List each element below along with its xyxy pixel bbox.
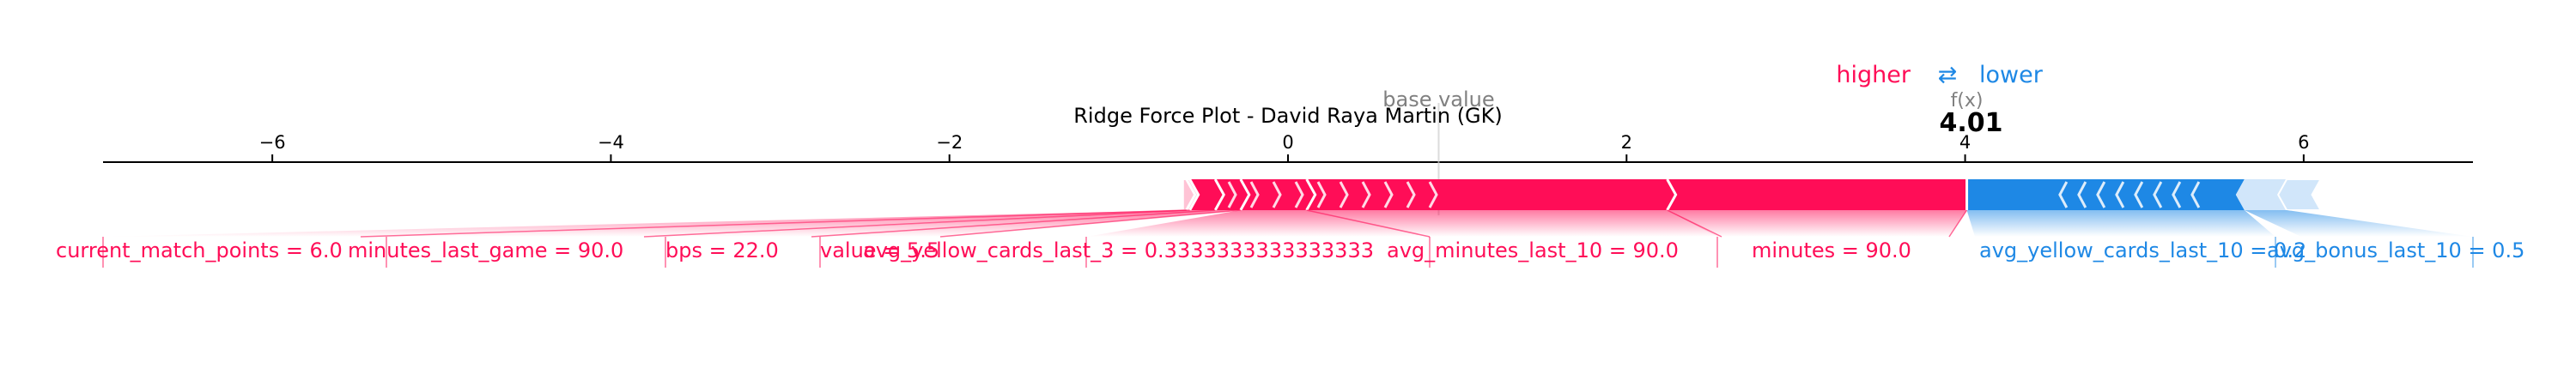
force-chevron-stroke (2190, 181, 2201, 208)
x-tick-label: 4 (1959, 132, 1971, 153)
force-bar-positive (1306, 179, 1676, 210)
force-chevron-stroke (2058, 181, 2069, 208)
legend-arrows-icon: ⇄ (1938, 62, 1958, 88)
label-connector-positive (1306, 210, 1722, 237)
force-chevron-stroke (1272, 181, 1282, 208)
force-chevron-stroke (2096, 181, 2106, 208)
force-chevron-stroke (2134, 181, 2144, 208)
feature-label-positive: avg_minutes_last_10 = 90.0 (1387, 238, 1679, 262)
label-connector-positive (1667, 210, 1967, 237)
force-chevron-stroke (1227, 181, 1237, 208)
force-chevron-stroke (2115, 181, 2125, 208)
force-chevron-stroke (1339, 181, 1349, 208)
force-chevron-stroke (1428, 181, 1438, 208)
force-chevron-stroke (1383, 181, 1394, 208)
force-chevron-stroke (1406, 181, 1416, 208)
force-bar-negative-faded (2276, 178, 2323, 211)
x-tick-label: −4 (598, 132, 624, 153)
force-segment-boundary (1305, 178, 1317, 211)
legend-lower: lower (1979, 62, 2044, 88)
label-connector-line (939, 209, 1241, 238)
force-bar-negative (1966, 179, 2245, 210)
force-chevron-stroke (2153, 181, 2163, 208)
force-segment-boundary (1188, 178, 1200, 211)
feature-label-positive: minutes = 90.0 (1752, 238, 1911, 262)
force-bar-positive (1240, 179, 1315, 210)
feature-label-positive: bps = 22.0 (665, 238, 779, 262)
feature-label-positive: minutes_last_game = 90.0 (348, 238, 623, 262)
label-connector-positive (1086, 210, 1430, 237)
base-value-label: base value (1382, 87, 1494, 112)
label-connector-line (643, 209, 1190, 238)
force-chevron-stroke (2077, 181, 2087, 208)
legend-higher: higher (1836, 62, 1911, 88)
force-chevron-stroke (2172, 181, 2182, 208)
force-bar-positive (1215, 179, 1249, 210)
feature-label-positive: value = 5.5 (820, 238, 939, 262)
label-connector-line (1948, 209, 1968, 238)
label-connector-line (811, 209, 1216, 238)
output-value: 4.01 (1940, 108, 2003, 138)
x-tick-label: 2 (1621, 132, 1632, 153)
force-bar-positive (1667, 179, 1967, 210)
feature-label-negative: avg_yellow_cards_last_10 = 0.2 (1979, 238, 2306, 262)
x-tick-label: −6 (259, 132, 286, 153)
label-connector-line (360, 209, 1187, 238)
force-bar-positive (1189, 179, 1224, 210)
label-connector-positive (386, 210, 1190, 237)
force-chevron-stroke (1249, 181, 1260, 208)
label-connector-positive (103, 210, 1187, 237)
label-connector-negative (1966, 210, 2275, 237)
x-tick-label: 0 (1282, 132, 1293, 153)
feature-label-positive: current_match_points = 6.0 (56, 238, 343, 262)
label-connector-negative (2244, 210, 2473, 237)
force-segment-boundary (1213, 178, 1225, 211)
x-tick-label: 6 (2298, 132, 2309, 153)
force-segment-boundary (1239, 178, 1251, 211)
x-tick-label: −2 (936, 132, 963, 153)
feature-label-negative: avg_bonus_last_10 = 0.5 (2267, 238, 2524, 262)
force-chevron-stroke (1361, 181, 1371, 208)
label-connector-positive (820, 210, 1241, 237)
output-label: f(x) (1951, 90, 1984, 112)
label-connector-positive (665, 210, 1216, 237)
force-chevron-stroke (1294, 181, 1304, 208)
force-segment-boundary (1666, 178, 1678, 211)
force-segment-boundary (1185, 178, 1197, 211)
feature-label-positive: avg_yellow_cards_last_3 = 0.333333333333… (863, 238, 1374, 262)
chart-title: Ridge Force Plot - David Raya Martin (GK… (1073, 104, 1503, 128)
force-chevron-stroke (1316, 181, 1327, 208)
force-bar-negative (2235, 179, 2287, 210)
